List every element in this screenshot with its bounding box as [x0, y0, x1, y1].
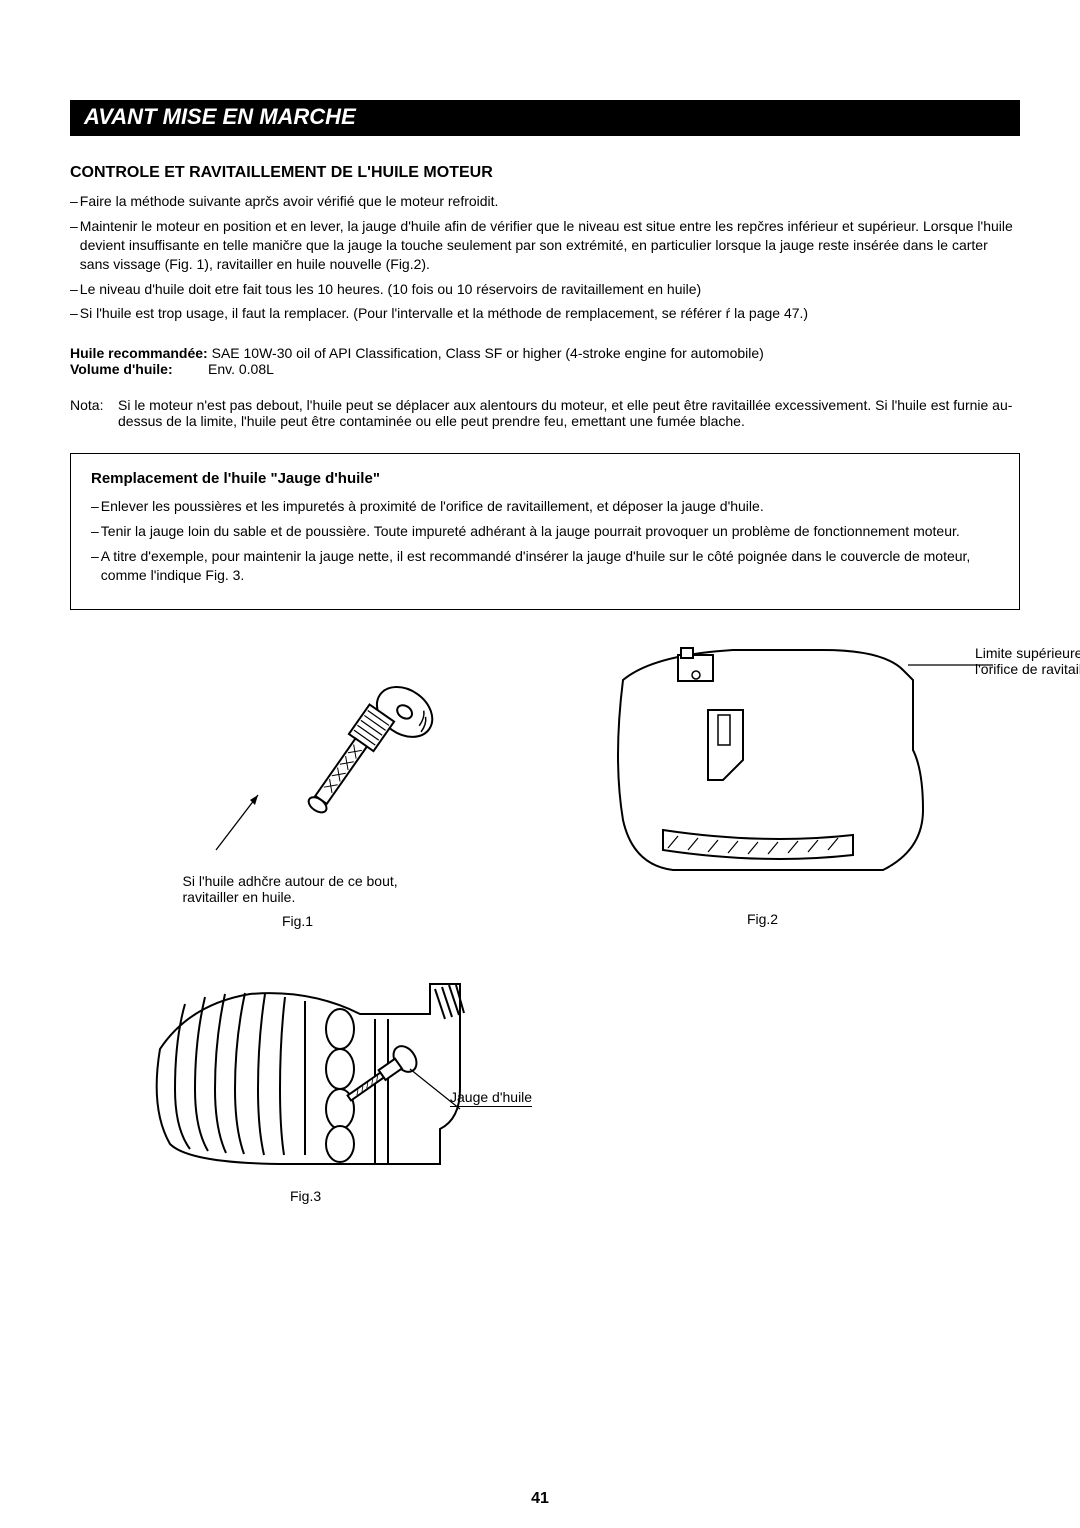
oil-value: SAE 10W-30 oil of API Classification, Cl…: [208, 345, 764, 361]
bullet-text: Le niveau d'huile doit etre fait tous le…: [80, 280, 1020, 299]
bullet-item: – Tenir la jauge loin du sable et de pou…: [91, 522, 999, 541]
dipstick-icon: [148, 640, 448, 870]
bullet-item: – Si l'huile est trop usage, il faut la …: [70, 304, 1020, 323]
subsection-title: CONTROLE ET RAVITAILLEMENT DE L'HUILE MO…: [70, 164, 1020, 182]
engine-side-icon: [593, 640, 993, 900]
fig3-note: Jauge d'huile: [450, 1089, 532, 1107]
fig2-caption: Fig.2: [505, 911, 1020, 927]
nota-label: Nota:: [70, 397, 118, 429]
dash-icon: –: [91, 522, 101, 541]
section-header: AVANT MISE EN MARCHE: [70, 100, 1020, 136]
dash-icon: –: [70, 192, 80, 211]
nota-block: Nota: Si le moteur n'est pas debout, l'h…: [70, 397, 1020, 429]
engine-cover-icon: [130, 969, 490, 1169]
box-title: Remplacement de l'huile "Jauge d'huile": [91, 470, 999, 487]
bullet-text: Faire la méthode suivante aprčs avoir vé…: [80, 192, 1020, 211]
dash-icon: –: [70, 304, 80, 323]
figure-1: Si l'huile adhčre autour de ce bout, rav…: [70, 640, 525, 929]
bullet-item: – Enlever les poussières et les impureté…: [91, 497, 999, 516]
figures-row-1: Si l'huile adhčre autour de ce bout, rav…: [70, 640, 1020, 929]
volume-value: Env. 0.08L: [208, 361, 274, 377]
spec-block: Huile recommandée: SAE 10W-30 oil of API…: [70, 345, 1020, 377]
replacement-box: Remplacement de l'huile "Jauge d'huile" …: [70, 453, 1020, 610]
bullet-text: Tenir la jauge loin du sable et de pouss…: [101, 522, 999, 541]
dash-icon: –: [91, 547, 101, 585]
bullet-item: – Le niveau d'huile doit etre fait tous …: [70, 280, 1020, 299]
fig1-note: Si l'huile adhčre autour de ce bout, rav…: [183, 873, 413, 905]
bullet-text: Maintenir le moteur en position et en le…: [80, 217, 1020, 274]
fig3-caption: Fig.3: [290, 1188, 580, 1204]
nota-text: Si le moteur n'est pas debout, l'huile p…: [118, 397, 1020, 429]
bullet-item: – A titre d'exemple, pour maintenir la j…: [91, 547, 999, 585]
oil-label: Huile recommandée:: [70, 345, 208, 361]
dash-icon: –: [70, 217, 80, 274]
page-number: 41: [0, 1490, 1080, 1508]
bullet-item: – Faire la méthode suivante aprčs avoir …: [70, 192, 1020, 211]
section-title: AVANT MISE EN MARCHE: [84, 104, 356, 129]
fig2-note: Limite supérieure (Extrémité de l'orific…: [975, 645, 1080, 677]
manual-page: AVANT MISE EN MARCHE CONTROLE ET RAVITAI…: [0, 0, 1080, 1528]
figures-row-2: Jauge d'huile Fig.3: [70, 969, 1020, 1204]
bullet-item: – Maintenir le moteur en position et en …: [70, 217, 1020, 274]
fig1-caption: Fig.1: [70, 913, 525, 929]
dash-icon: –: [91, 497, 101, 516]
figure-2: Limite supérieure (Extrémité de l'orific…: [565, 640, 1020, 929]
bullet-text: A titre d'exemple, pour maintenir la jau…: [101, 547, 999, 585]
bullet-text: Enlever les poussières et les impuretés …: [101, 497, 999, 516]
figure-3: Jauge d'huile Fig.3: [130, 969, 580, 1204]
bullet-text: Si l'huile est trop usage, il faut la re…: [80, 304, 1020, 323]
dash-icon: –: [70, 280, 80, 299]
volume-label: Volume d'huile:: [70, 361, 208, 377]
